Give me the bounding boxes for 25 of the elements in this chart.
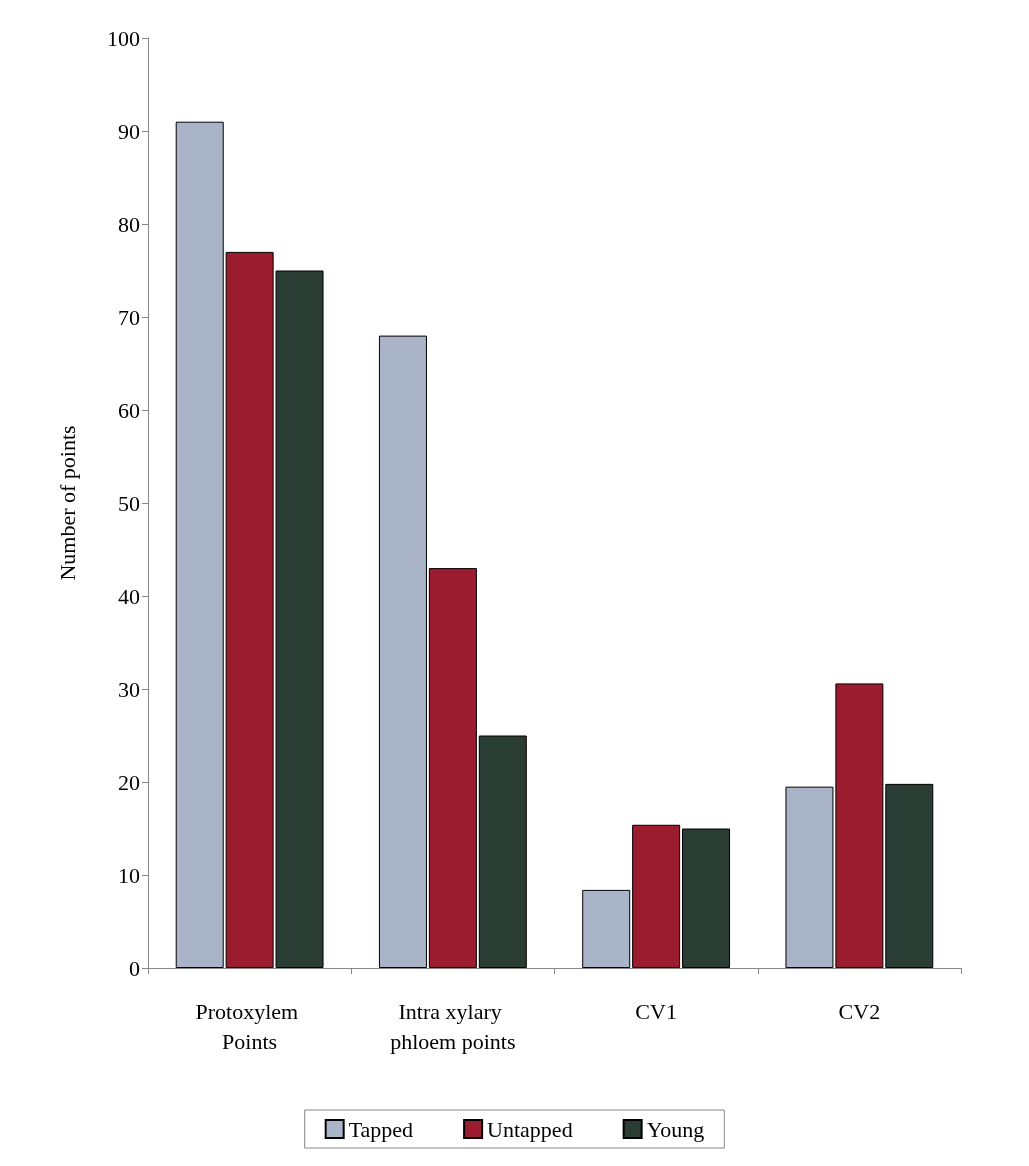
legend-label: Young bbox=[646, 1116, 705, 1142]
y-tick-label: 20 bbox=[118, 769, 140, 795]
bar bbox=[378, 335, 427, 968]
y-tick-label: 60 bbox=[118, 397, 140, 423]
legend-label: Untapped bbox=[487, 1116, 573, 1142]
y-tick-label: 80 bbox=[118, 211, 140, 237]
bar bbox=[428, 568, 477, 968]
bar bbox=[682, 828, 731, 968]
y-tick-label: 100 bbox=[107, 25, 140, 51]
y-tick-label: 50 bbox=[118, 490, 140, 516]
x-tick-label: CV1 bbox=[635, 998, 677, 1024]
y-axis-title: Number of points bbox=[54, 425, 80, 581]
bar bbox=[478, 735, 527, 968]
y-tick-label: 70 bbox=[118, 304, 140, 330]
y-tick-label: 10 bbox=[118, 862, 140, 888]
x-tick-label: Intra xylary phloem points bbox=[390, 998, 516, 1054]
bar bbox=[582, 889, 631, 968]
y-tick-label: 30 bbox=[118, 676, 140, 702]
y-tick-label: 90 bbox=[118, 118, 140, 144]
legend-label: Tapped bbox=[348, 1116, 414, 1142]
x-tick-label: Protoxylem Points bbox=[195, 998, 304, 1054]
y-tick-label: 40 bbox=[118, 583, 140, 609]
y-tick-label: 0 bbox=[129, 955, 140, 981]
bar bbox=[632, 824, 681, 968]
x-tick-label: CV2 bbox=[838, 998, 881, 1024]
